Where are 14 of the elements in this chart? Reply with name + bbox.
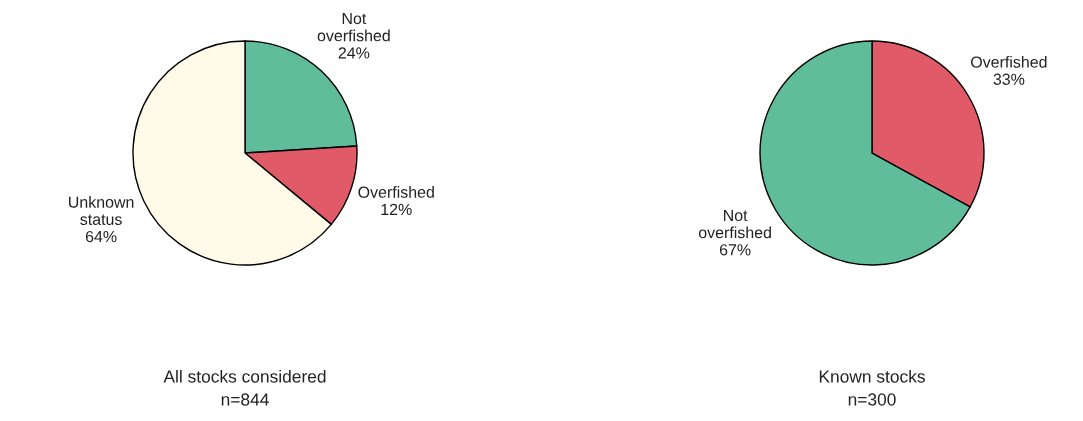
slice-label: Unknown status bbox=[69, 196, 134, 225]
text: All stocks considered bbox=[163, 369, 326, 383]
slice-label: Overfished bbox=[358, 186, 434, 198]
data-label: 33% bbox=[993, 73, 1025, 85]
text: n=844 bbox=[221, 393, 269, 406]
text: n=300 bbox=[848, 393, 896, 406]
data-label: 64% bbox=[85, 230, 117, 243]
slice-label: Not overfished bbox=[317, 13, 390, 42]
data-label: 67% bbox=[719, 244, 751, 256]
slice-label: Overfished bbox=[971, 56, 1047, 68]
slice-label: Not overfished bbox=[698, 209, 771, 239]
text: Known stocks bbox=[819, 369, 925, 383]
data-label: 24% bbox=[338, 47, 370, 59]
data-label: 12% bbox=[381, 203, 412, 215]
